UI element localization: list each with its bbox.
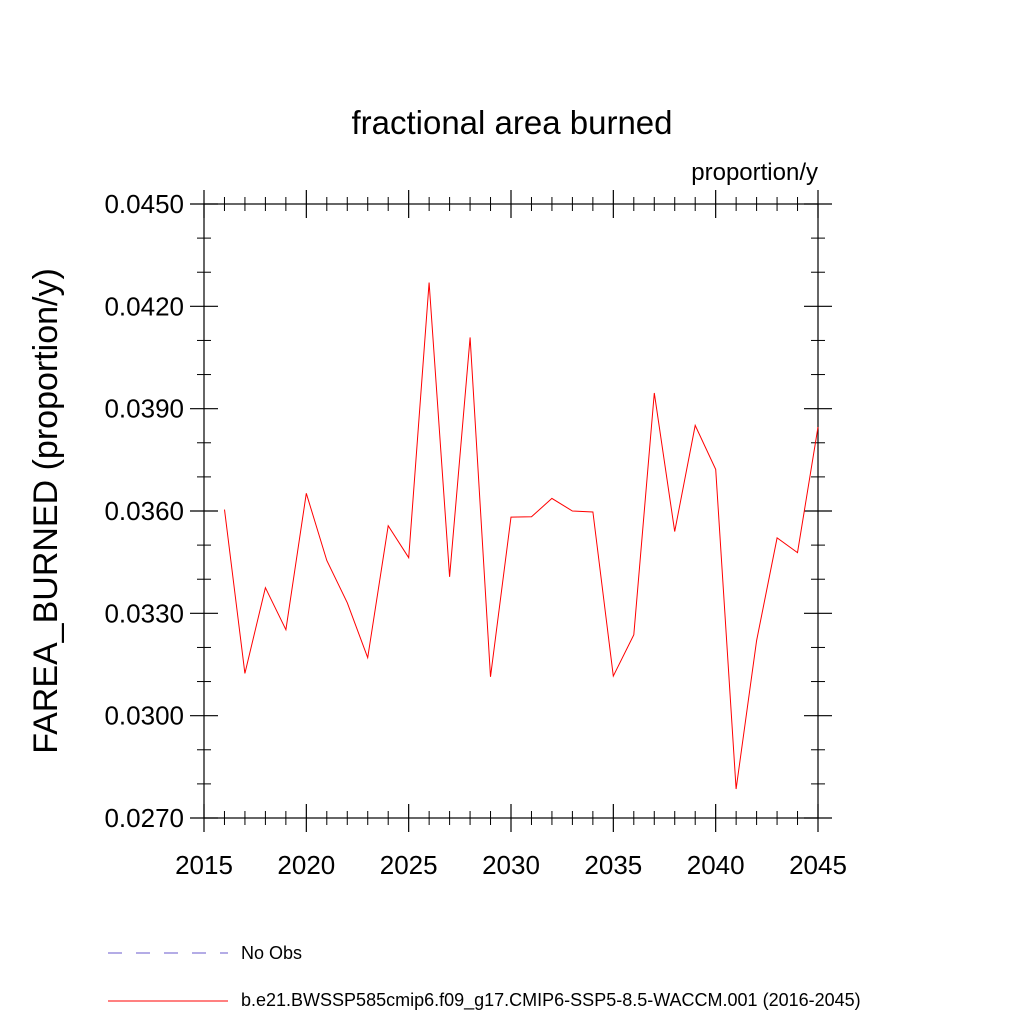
y-major-ticks xyxy=(190,203,832,819)
units-label: proportion/y xyxy=(691,159,818,186)
series-layer xyxy=(224,282,819,790)
plot-frame xyxy=(203,203,819,819)
x-minor-ticks xyxy=(223,197,799,825)
y-tick-label: 0.0450 xyxy=(104,189,184,219)
x-major-ticks xyxy=(203,190,819,832)
x-tick-labels: 2015 2020 2025 2030 2035 2040 2045 xyxy=(175,850,847,880)
x-tick-label: 2045 xyxy=(789,850,847,880)
y-tick-label: 0.0420 xyxy=(104,291,184,321)
x-tick-label: 2025 xyxy=(380,850,438,880)
legend-label-no-obs: No Obs xyxy=(241,943,302,963)
legend-label-model-run: b.e21.BWSSP585cmip6.f09_g17.CMIP6-SSP5-8… xyxy=(241,990,861,1011)
x-tick-label: 2035 xyxy=(584,850,642,880)
y-tick-label: 0.0330 xyxy=(104,598,184,628)
y-tick-labels: 0.0270 0.0300 0.0330 0.0360 0.0390 0.0420 0.04… xyxy=(104,189,184,833)
chart-title: fractional area burned xyxy=(351,104,672,141)
y-tick-label: 0.0300 xyxy=(104,701,184,731)
y-tick-label: 0.0270 xyxy=(104,803,184,833)
x-tick-label: 2015 xyxy=(175,850,233,880)
y-tick-label: 0.0360 xyxy=(104,496,184,526)
series-line xyxy=(224,282,819,790)
x-tick-label: 2030 xyxy=(482,850,540,880)
y-minor-ticks xyxy=(197,237,825,785)
y-axis-label: FAREA_BURNED (proportion/y) xyxy=(27,268,65,754)
legend: No Obs b.e21.BWSSP585cmip6.f09_g17.CMIP6… xyxy=(108,943,861,1011)
x-tick-label: 2020 xyxy=(277,850,335,880)
y-tick-label: 0.0390 xyxy=(104,394,184,424)
x-tick-label: 2040 xyxy=(687,850,745,880)
